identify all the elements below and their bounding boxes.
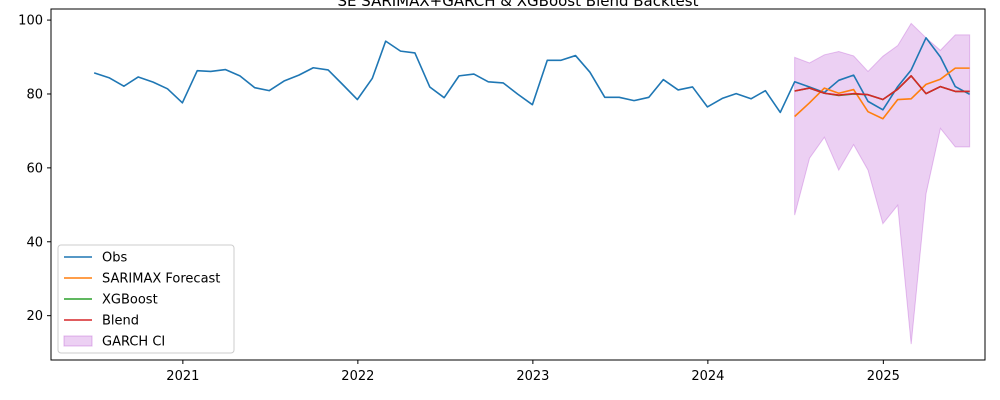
x-tick-label: 2024 [691,369,724,384]
garch-ci-layer [794,22,971,345]
x-tick-label: 2025 [867,369,900,384]
legend-box [57,244,235,354]
legend-label-xgboost: XGBoost [102,293,158,308]
legend-swatch-garch-ci [63,335,93,347]
y-tick-label: 80 [26,87,43,102]
y-tick-label: 100 [18,14,43,29]
chart-title: SE SARIMAX+GARCH & XGBoost Blend Backtes… [338,0,699,10]
legend-label-obs: Obs [102,251,127,266]
legend: Obs SARIMAX Forecast XGBoost Blend GARCH CI [57,244,235,354]
x-tick-label: 2022 [341,369,374,384]
series-line-blend [794,75,970,101]
garch-ci-band [794,22,971,345]
plot-frame [50,8,986,361]
legend-label-blend: Blend [102,314,139,329]
y-axis: 20 40 60 80 100 [18,14,51,324]
series-line-sarimax-forecast [794,67,970,120]
x-tick-label: 2023 [516,369,549,384]
y-tick-label: 60 [26,161,43,176]
legend-label-garch-ci: GARCH CI [102,335,165,350]
series-layer [93,37,971,120]
x-axis: 2021 2022 2023 2024 2025 [166,360,900,384]
y-tick-label: 20 [26,309,43,324]
y-tick-label: 40 [26,235,43,250]
legend-label-sarimax-forecast: SARIMAX Forecast [102,272,220,287]
x-tick-label: 2021 [166,369,199,384]
